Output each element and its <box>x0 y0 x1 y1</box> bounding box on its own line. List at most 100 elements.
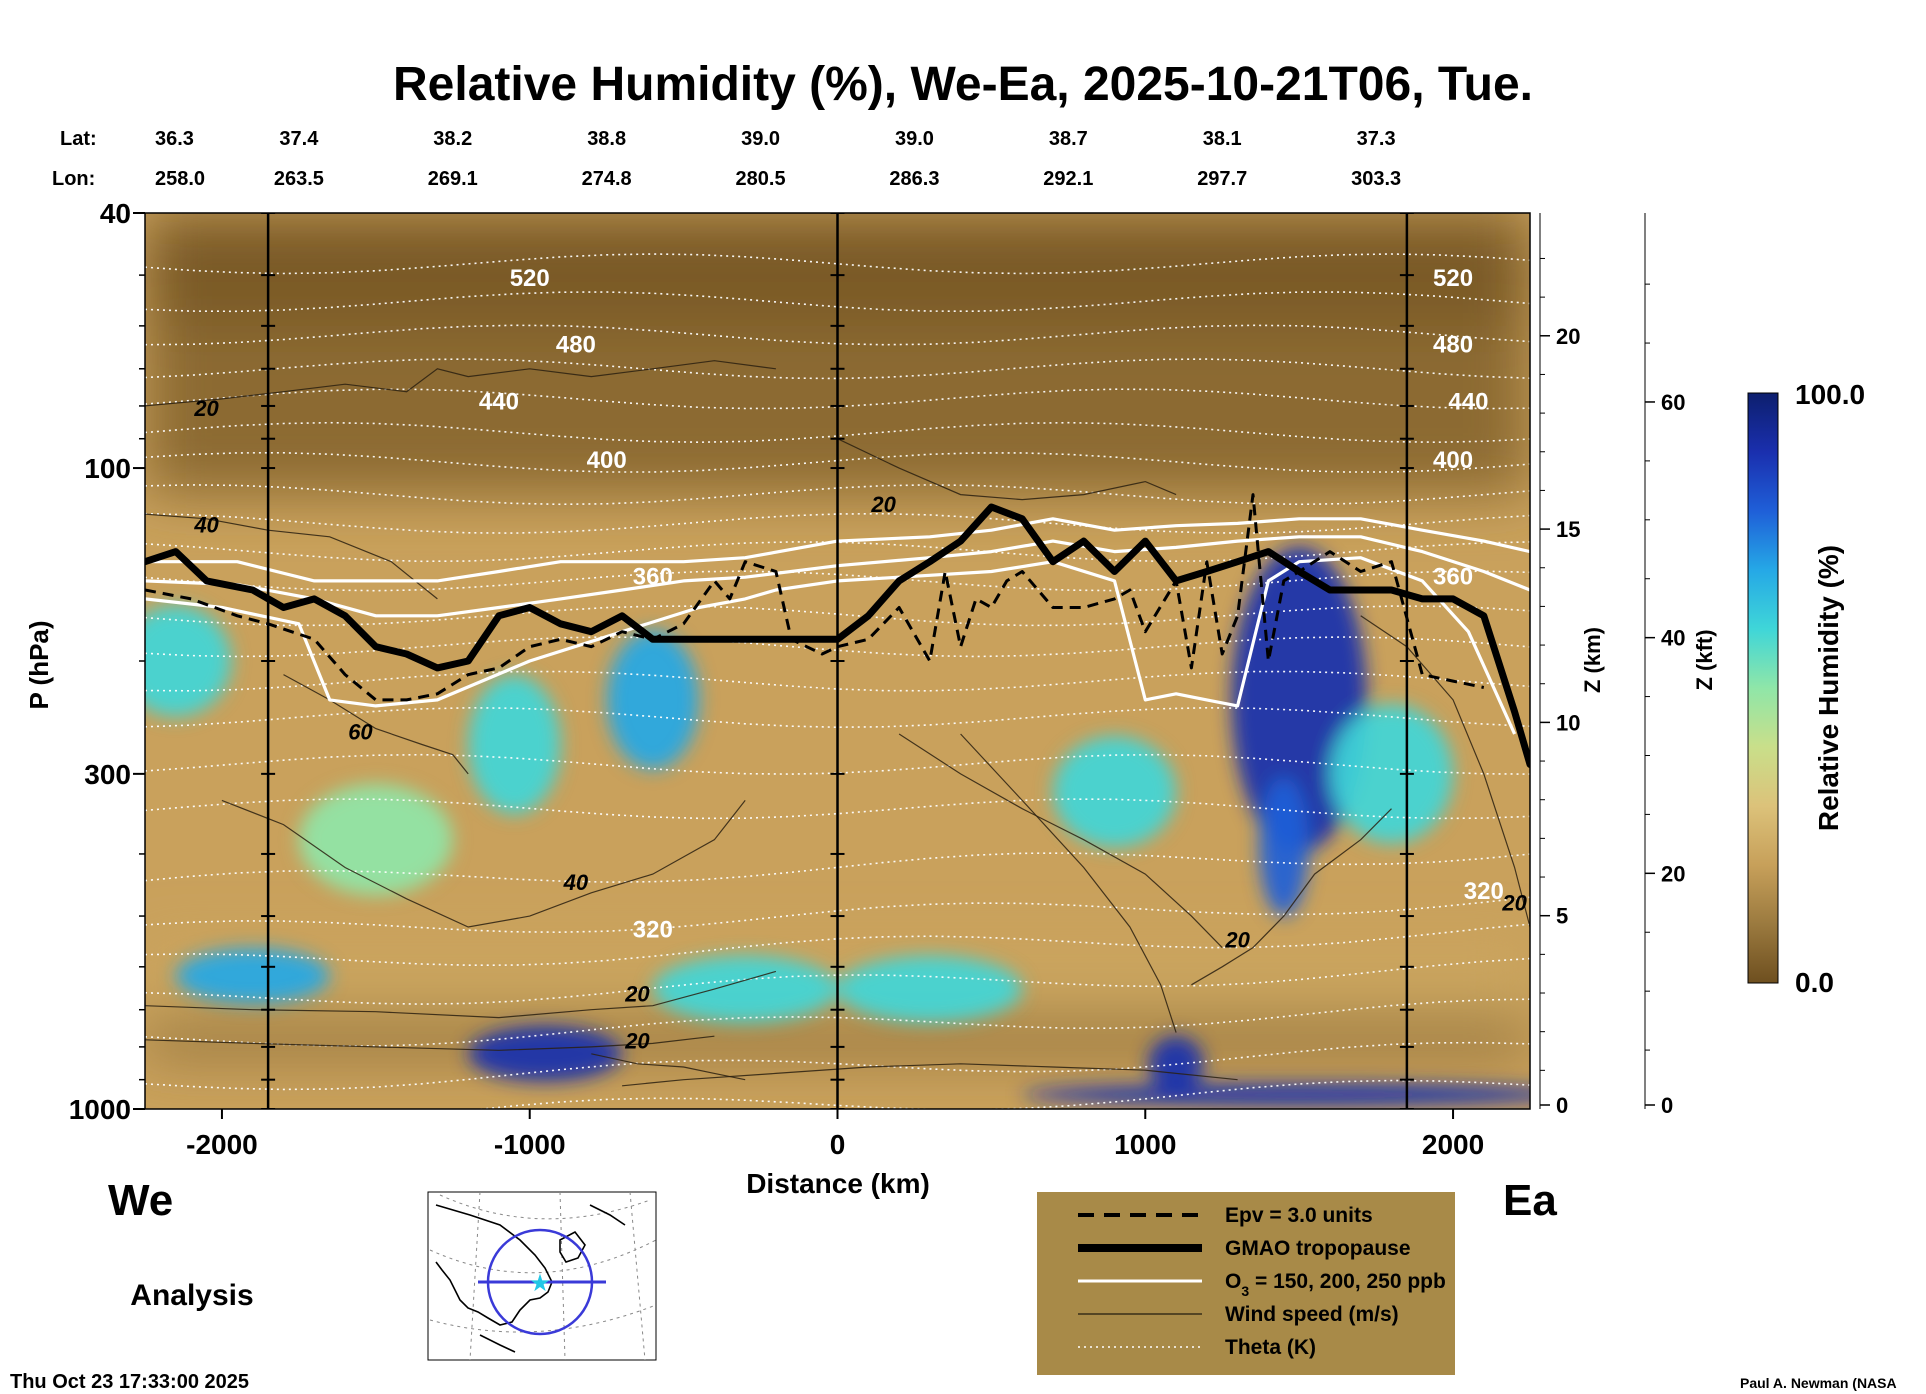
wind-speed-label: 20 <box>1224 928 1250 953</box>
z-km-axis-label: Z (km) <box>1580 627 1605 693</box>
distance-tick-label: 1000 <box>1114 1129 1176 1160</box>
x-axis-label: Distance (km) <box>746 1168 930 1199</box>
wind-contour <box>145 360 776 407</box>
y-axis-label: P (hPa) <box>24 620 54 709</box>
theta-label: 520 <box>510 265 550 292</box>
distance-axis: -2000 -1000 0 1000 2000 <box>186 1109 1484 1160</box>
z-kft-tick-label: 0 <box>1661 1093 1673 1118</box>
wind-contour <box>145 1035 715 1051</box>
theta-label: 440 <box>479 388 519 415</box>
lat-value: 37.4 <box>279 128 319 150</box>
colorbar-scale <box>1747 392 1779 984</box>
rh-blob <box>1329 704 1454 844</box>
inset-map: ★ <box>427 1191 657 1361</box>
wind-speed-label: 40 <box>563 870 589 895</box>
lat-value: 38.2 <box>433 128 472 150</box>
legend-label: Epv = 3.0 units <box>1225 1204 1373 1227</box>
z-kft-axis: 0 20 40 60 <box>1644 213 1685 1118</box>
z-kft-tick-label: 20 <box>1661 861 1685 886</box>
epv-contour <box>145 493 1485 702</box>
wind-speed-label: 20 <box>624 1029 650 1054</box>
legend-label: Wind speed (m/s) <box>1225 1303 1399 1326</box>
rh-blob <box>468 674 561 815</box>
theta-label: 320 <box>633 916 673 943</box>
lon-value: 263.5 <box>274 168 324 190</box>
theta-label: 400 <box>587 447 627 474</box>
wind-speed-label: 40 <box>193 512 219 537</box>
colorbar-title: Relative Humidity (%) <box>1813 545 1844 831</box>
rh-blob <box>652 955 838 1023</box>
theta-label: 480 <box>556 331 596 358</box>
lon-value: 303.3 <box>1351 168 1401 190</box>
wind-contour <box>1360 615 1530 928</box>
tropopause-line <box>145 503 1530 768</box>
theta-label: 360 <box>633 564 673 591</box>
theta-label: 360 <box>1433 564 1473 591</box>
legend-label: GMAO tropopause <box>1225 1237 1411 1260</box>
lat-value: 37.3 <box>1357 128 1396 150</box>
rh-blob <box>468 1025 623 1082</box>
pressure-axis: 1000 300 100 40 <box>69 198 145 1125</box>
analysis-label: Analysis <box>130 1279 253 1312</box>
ozone-contour <box>145 517 1530 583</box>
colorbar-min-label: 0.0 <box>1795 967 1834 998</box>
wind-contour <box>591 1053 746 1081</box>
lat-header-label: Lat: <box>60 128 97 150</box>
lat-value: 38.8 <box>587 128 626 150</box>
epv-line <box>145 493 1485 702</box>
legend-label: Theta (K) <box>1225 1336 1316 1359</box>
wind-speed-label: 20 <box>1501 890 1527 915</box>
z-km-tick-label: 20 <box>1556 324 1580 349</box>
lon-value: 280.5 <box>736 168 786 190</box>
legend-label: O3 = 150, 200, 250 ppb <box>1225 1270 1446 1299</box>
west-label: We <box>108 1176 173 1225</box>
legend-box <box>1037 1192 1455 1375</box>
east-label: Ea <box>1503 1176 1557 1225</box>
rh-blob <box>145 605 232 717</box>
wind-speed-label: 20 <box>870 492 896 517</box>
theta-label: 480 <box>1433 331 1473 358</box>
lat-value: 39.0 <box>895 128 934 150</box>
theta-label: 400 <box>1433 447 1473 474</box>
rh-blob <box>1052 736 1177 848</box>
rh-blob <box>175 948 330 1004</box>
tropopause-path <box>145 503 1530 768</box>
rh-blob <box>1022 1083 1530 1106</box>
wind-contour <box>898 733 1223 949</box>
z-km-tick-label: 15 <box>1556 517 1580 542</box>
wind-contour <box>837 438 1177 501</box>
theta-label: 440 <box>1448 388 1488 415</box>
wind-speed-label: 20 <box>624 982 650 1007</box>
lon-header-label: Lon: <box>52 168 95 190</box>
coastline <box>435 1204 626 1353</box>
colorbar: 100.0 0.0 Relative Humidity (%) <box>1747 379 1865 998</box>
rh-detail-layer <box>145 546 1530 1106</box>
wind-contour <box>1191 808 1392 986</box>
lat-value: 36.3 <box>155 128 194 150</box>
lon-value: 258.0 <box>155 168 205 190</box>
distance-tick-label: 2000 <box>1422 1129 1484 1160</box>
lat-value: 38.1 <box>1203 128 1242 150</box>
wind-contour <box>960 733 1177 1033</box>
lat-lon-header: Lat: Lon: 36.3 258.0 37.4 263.5 38.2 269.1 38.… <box>52 128 1401 190</box>
z-km-tick-label: 10 <box>1556 710 1580 735</box>
lon-value: 286.3 <box>889 168 939 190</box>
pressure-tick-label: 40 <box>100 198 131 229</box>
wind-speed-contours <box>145 360 1530 1087</box>
lon-value: 292.1 <box>1043 168 1093 190</box>
lat-value: 39.0 <box>741 128 780 150</box>
chart-title: Relative Humidity (%), We-Ea, 2025-10-21… <box>393 58 1533 111</box>
timestamp: Thu Oct 23 17:33:00 2025 <box>10 1371 249 1393</box>
lat-value: 38.7 <box>1049 128 1088 150</box>
pressure-tick-label: 1000 <box>69 1094 131 1125</box>
z-km-axis: 0 5 10 15 20 <box>1539 213 1580 1118</box>
section-markers <box>261 213 1414 1109</box>
wind-speed-label: 20 <box>193 396 219 421</box>
lon-value: 269.1 <box>428 168 478 190</box>
z-kft-tick-label: 40 <box>1661 626 1685 651</box>
z-km-tick-label: 5 <box>1556 904 1568 929</box>
z-kft-tick-label: 60 <box>1661 390 1685 415</box>
rh-blob <box>837 955 1023 1023</box>
ozone-contour <box>145 535 1530 618</box>
